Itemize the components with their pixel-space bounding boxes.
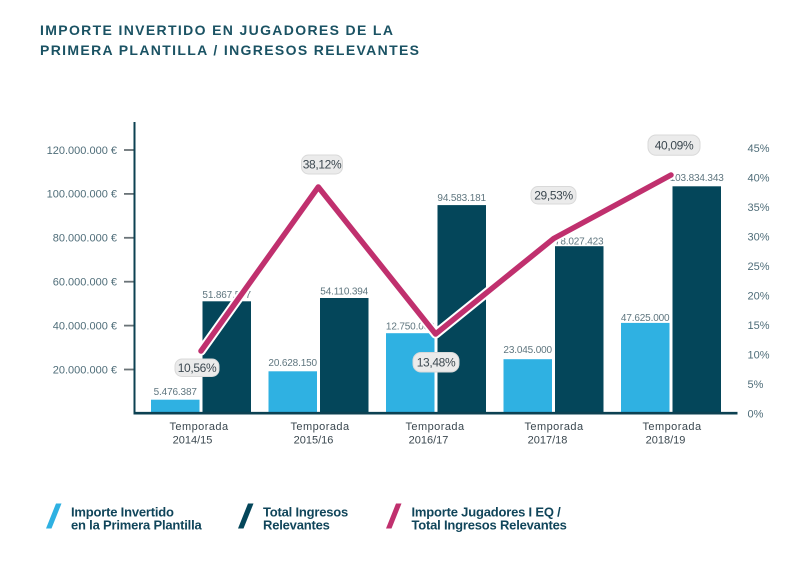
svg-text:20.000.000 €: 20.000.000 € xyxy=(53,364,117,376)
svg-text:Temporada: Temporada xyxy=(169,421,229,433)
svg-text:35%: 35% xyxy=(748,202,770,214)
svg-text:12.750.000: 12.750.000 xyxy=(386,322,435,333)
svg-text:100.000.000 €: 100.000.000 € xyxy=(47,189,117,201)
svg-text:2017/18: 2017/18 xyxy=(528,434,568,446)
svg-text:Total Ingresos: Total Ingresos xyxy=(263,505,348,520)
svg-text:en la Primera Plantilla: en la Primera Plantilla xyxy=(71,518,202,533)
svg-text:80.000.000 €: 80.000.000 € xyxy=(53,233,117,245)
svg-text:5%: 5% xyxy=(748,379,764,391)
svg-text:Temporada: Temporada xyxy=(290,421,350,433)
svg-text:30%: 30% xyxy=(748,231,770,243)
svg-text:Temporada: Temporada xyxy=(524,421,584,433)
svg-text:0%: 0% xyxy=(748,408,764,420)
svg-text:60.000.000 €: 60.000.000 € xyxy=(53,277,117,289)
svg-text:94.583.181: 94.583.181 xyxy=(437,193,486,204)
svg-text:45%: 45% xyxy=(748,143,770,155)
svg-text:2018/19: 2018/19 xyxy=(646,434,686,446)
svg-text:Importe Jugadores I EQ /: Importe Jugadores I EQ / xyxy=(412,505,562,520)
svg-text:51.867.537: 51.867.537 xyxy=(202,290,251,301)
svg-text:29,53%: 29,53% xyxy=(534,189,573,203)
svg-text:2016/17: 2016/17 xyxy=(409,434,449,446)
svg-text:103.834.343: 103.834.343 xyxy=(670,173,725,184)
svg-text:20%: 20% xyxy=(748,290,770,302)
svg-text:47.625.000: 47.625.000 xyxy=(621,313,670,324)
svg-text:40%: 40% xyxy=(748,172,770,184)
svg-text:10%: 10% xyxy=(748,349,770,361)
svg-text:23.045.000: 23.045.000 xyxy=(503,345,552,356)
svg-text:Temporada: Temporada xyxy=(405,421,465,433)
svg-text:15%: 15% xyxy=(748,320,770,332)
svg-text:2014/15: 2014/15 xyxy=(173,434,213,446)
svg-text:10,56%: 10,56% xyxy=(178,361,217,375)
svg-text:Total Ingresos Relevantes: Total Ingresos Relevantes xyxy=(412,518,567,533)
svg-text:25%: 25% xyxy=(748,261,770,273)
svg-text:38,12%: 38,12% xyxy=(303,158,342,172)
svg-text:20.628.150: 20.628.150 xyxy=(268,358,317,369)
svg-text:Importe Invertido: Importe Invertido xyxy=(71,505,174,520)
svg-text:Temporada: Temporada xyxy=(642,421,702,433)
svg-text:120.000.000 €: 120.000.000 € xyxy=(47,145,117,157)
svg-text:40,09%: 40,09% xyxy=(655,139,694,153)
svg-text:2015/16: 2015/16 xyxy=(294,434,334,446)
svg-text:Relevantes: Relevantes xyxy=(263,518,330,533)
svg-text:5.476.387: 5.476.387 xyxy=(154,387,198,398)
svg-text:78.027.423: 78.027.423 xyxy=(555,237,604,248)
svg-text:54.110.394: 54.110.394 xyxy=(320,286,368,297)
svg-text:13,48%: 13,48% xyxy=(417,356,456,370)
svg-text:40.000.000 €: 40.000.000 € xyxy=(53,320,117,332)
